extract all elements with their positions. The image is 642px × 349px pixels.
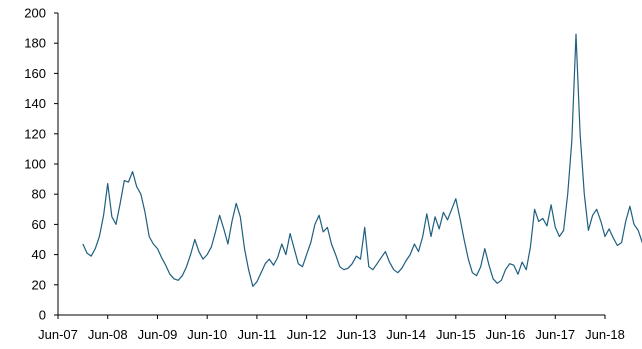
x-tick-label: Jun-12 — [287, 327, 327, 342]
x-tick-label: Jun-13 — [336, 327, 376, 342]
x-axis-ticks: Jun-07 Jun-08 Jun-09 Jun-10 Jun-11 Jun-12 Jun-… — [38, 315, 625, 342]
y-tick-label: 180 — [24, 36, 46, 51]
y-tick-label: 120 — [24, 126, 46, 141]
x-tick-label: Jun-09 — [138, 327, 178, 342]
y-tick-label: 20 — [32, 277, 46, 292]
x-tick-label: Jun-14 — [386, 327, 426, 342]
x-tick-label: Jun-08 — [88, 327, 128, 342]
y-tick-label: 60 — [32, 217, 46, 232]
series-line-0 — [82, 33, 642, 287]
x-tick-label: Jun-15 — [436, 327, 476, 342]
x-tick-label: Jun-16 — [486, 327, 526, 342]
x-tick-label: Jun-18 — [585, 327, 625, 342]
series-layer — [82, 33, 642, 287]
x-tick-label: Jun-17 — [535, 327, 575, 342]
y-tick-label: 160 — [24, 66, 46, 81]
y-axis-ticks: 0 20 40 60 80 100 120 140 160 180 200 — [24, 6, 58, 323]
y-tick-label: 80 — [32, 187, 46, 202]
y-tick-label: 40 — [32, 247, 46, 262]
y-tick-label: 200 — [24, 6, 46, 21]
y-tick-label: 100 — [24, 157, 46, 172]
y-tick-label: 0 — [39, 308, 46, 323]
x-tick-label: Jun-10 — [187, 327, 227, 342]
x-tick-label: Jun-07 — [38, 327, 78, 342]
x-tick-label: Jun-11 — [238, 327, 277, 342]
y-tick-label: 140 — [24, 96, 46, 111]
